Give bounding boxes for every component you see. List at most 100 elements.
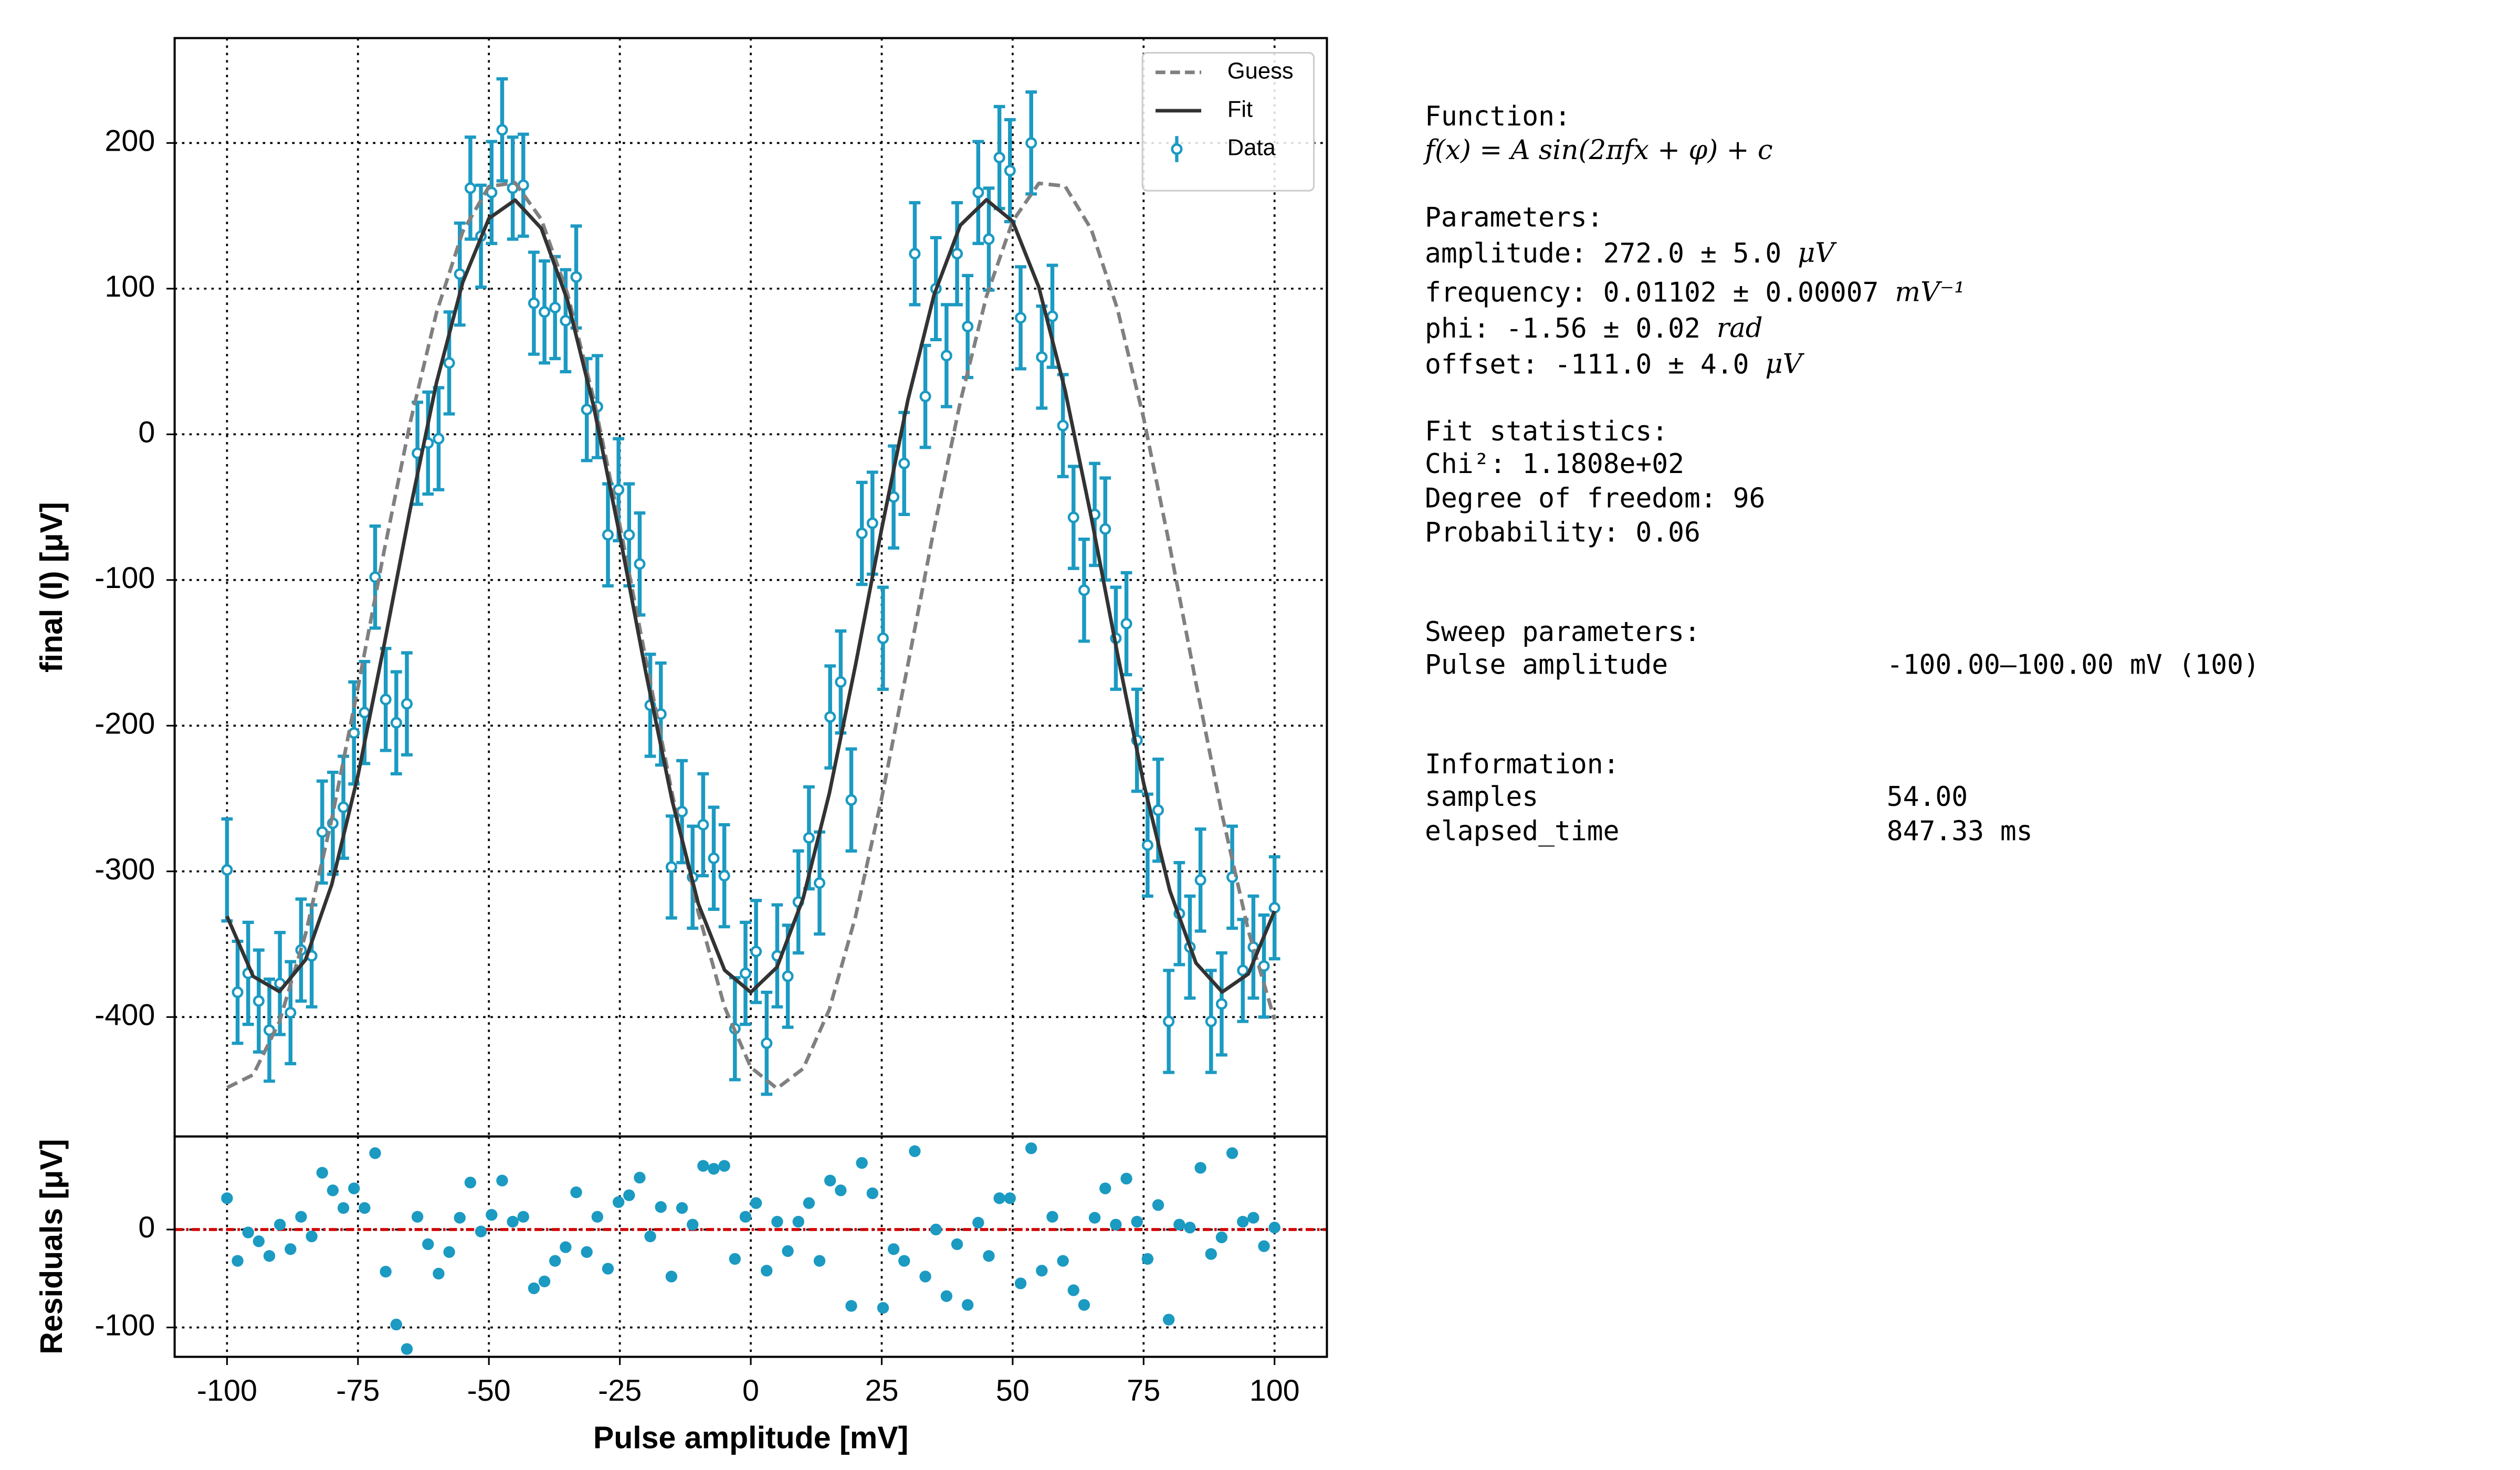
parameter-unit: rad [1717, 312, 1763, 344]
data-point [1004, 165, 1016, 177]
residual-point [411, 1211, 424, 1223]
residual-point [708, 1163, 720, 1175]
data-point [665, 861, 677, 873]
data-point [338, 801, 350, 813]
data-point [613, 484, 625, 496]
residual-point [835, 1184, 847, 1196]
residual-point [919, 1270, 931, 1283]
fit-line: Probability: 0.06 [1425, 517, 1700, 549]
parameter-line: phi: -1.56 ± 0.02 rad [1425, 312, 1763, 344]
data-point [972, 186, 984, 198]
residual-point [803, 1197, 815, 1209]
residual-point [739, 1211, 752, 1223]
data-point [528, 297, 540, 309]
residual-point [517, 1211, 529, 1223]
data-point [623, 529, 635, 541]
residual-point [676, 1202, 688, 1214]
residual-point [729, 1253, 741, 1265]
residual-point [538, 1275, 551, 1288]
y-tick-label: -300 [94, 853, 155, 886]
x-tick-label: -25 [598, 1374, 642, 1408]
residual-point [634, 1171, 646, 1184]
data-point [316, 826, 328, 838]
residual-point [718, 1160, 730, 1172]
residual-point [1078, 1299, 1090, 1311]
residual-point [380, 1265, 392, 1278]
fit-line: Degree of freedom: 96 [1425, 482, 1765, 514]
residual-point [877, 1302, 889, 1314]
residual-point [1131, 1215, 1143, 1228]
residual-point [898, 1255, 910, 1267]
residual-point [1088, 1212, 1101, 1224]
residual-point [665, 1270, 678, 1283]
data-point [739, 967, 752, 980]
plot-frame [173, 1135, 1328, 1358]
data-point [464, 182, 476, 194]
residual-point [750, 1197, 762, 1209]
residual-point [232, 1255, 244, 1267]
residual-point [1152, 1199, 1164, 1211]
information-cell: elapsed_time [1425, 816, 1619, 847]
data-point [285, 1006, 297, 1018]
residual-point [1036, 1265, 1048, 1277]
parameter-unit: μV [1798, 237, 1837, 269]
residual-point [602, 1263, 614, 1275]
data-point [856, 527, 868, 540]
residual-point [528, 1282, 540, 1295]
data-point [1057, 419, 1069, 432]
data-point [539, 306, 551, 318]
data-point [951, 248, 963, 260]
residual-point [443, 1246, 455, 1258]
y-tick-label: 100 [104, 270, 155, 303]
y-tick-label: -400 [94, 998, 155, 1032]
parameter-text: phi: -1.56 ± 0.02 [1425, 313, 1700, 344]
residual-point [782, 1245, 794, 1257]
parameters-header: Parameters: [1425, 202, 1603, 234]
data-point [221, 864, 233, 876]
residual-point [422, 1238, 434, 1251]
residual-point [1099, 1182, 1111, 1194]
residual-point [1258, 1240, 1270, 1252]
y-tick-label: 0 [138, 1211, 155, 1244]
data-point [1268, 902, 1280, 914]
information-header: Information: [1425, 749, 1619, 780]
residual-point [591, 1211, 604, 1223]
fit-line: Chi²: 1.1808e+02 [1425, 448, 1684, 480]
residual-point [623, 1189, 635, 1201]
data-point [253, 995, 265, 1007]
data-point [1046, 310, 1058, 322]
sweep-cell: -100.00–100.00 mV (100) [1887, 649, 2260, 680]
parameter-line: amplitude: 272.0 ± 5.0 μV [1425, 237, 1837, 269]
y-axis-label: Residuals [μV] [34, 1139, 69, 1354]
data-point [1152, 804, 1164, 816]
data-point [983, 233, 995, 245]
data-point [1025, 137, 1037, 149]
y-tick-label: -100 [94, 561, 155, 595]
data-point [1120, 617, 1132, 630]
parameter-text: offset: -111.0 ± 4.0 [1425, 349, 1749, 380]
data-point [1163, 1015, 1175, 1027]
residual-point [464, 1177, 477, 1189]
data-point [814, 877, 826, 889]
y-tick-label: 200 [104, 124, 155, 158]
residual-point [1046, 1211, 1058, 1223]
residual-point [687, 1219, 699, 1231]
parameter-text: frequency: 0.01102 ± 0.00007 [1425, 277, 1878, 309]
y-axis-label: final (I) [μV] [34, 502, 69, 673]
residual-point [993, 1192, 1005, 1204]
residual-point [221, 1192, 233, 1204]
data-point [1141, 839, 1153, 851]
x-tick-label: 50 [996, 1374, 1030, 1408]
data-point [581, 404, 593, 416]
information-cell: 54.00 [1887, 781, 1968, 813]
residual-point [581, 1246, 593, 1258]
data-point [1205, 1015, 1217, 1027]
residual-point [1173, 1219, 1185, 1231]
residual-point [390, 1318, 403, 1331]
data-point [750, 946, 762, 958]
residual-point [316, 1167, 328, 1179]
residual-point [909, 1145, 921, 1157]
guess-curve [226, 181, 1276, 1090]
x-tick-label: -50 [467, 1374, 511, 1408]
